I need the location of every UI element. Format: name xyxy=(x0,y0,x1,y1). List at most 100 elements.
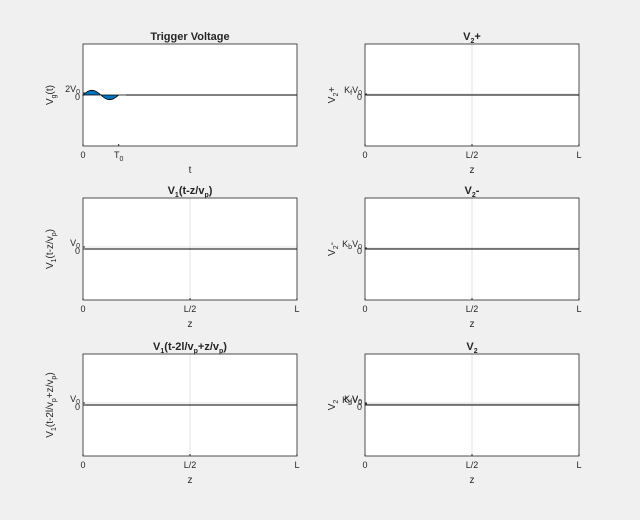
x-tick-label: L xyxy=(294,304,299,314)
subplot-title: Trigger Voltage xyxy=(150,31,229,43)
title-part: V xyxy=(463,31,471,43)
x-axis-label-text: z xyxy=(470,475,475,486)
y-tick-label: 2V0 xyxy=(65,84,80,96)
x-axis-label: z xyxy=(470,319,475,330)
y-tick-text: K xyxy=(342,239,348,249)
y-tick-sub: 0 xyxy=(76,89,80,96)
x-tick-label: 0 xyxy=(80,150,85,160)
x-tick-label: L xyxy=(576,150,581,160)
ylabel-part: (t) xyxy=(45,85,56,94)
x-tick-text: L xyxy=(576,150,581,160)
ylabel-part: 2 xyxy=(333,400,340,404)
title-part: V xyxy=(466,341,474,353)
ylabel-part: 2 xyxy=(333,245,340,249)
y-tick-text: 0 xyxy=(357,92,362,102)
y-axis-label: V2+ xyxy=(327,87,340,104)
title-part: 2 xyxy=(472,192,476,199)
title-part: 2 xyxy=(471,38,475,45)
y-tick-label: 0 xyxy=(75,92,80,102)
y-tick-sub: 0 xyxy=(358,399,362,406)
y-tick-sub: 0 xyxy=(358,244,362,251)
trigger-pulse-area xyxy=(81,89,126,101)
ylabel-part: p xyxy=(51,232,58,236)
title-part: Trigger Voltage xyxy=(150,31,229,43)
ylabel-part: V xyxy=(45,98,56,105)
x-axis-label: z xyxy=(470,165,475,176)
y-tick-text: V xyxy=(352,85,358,95)
x-tick-label: L/2 xyxy=(466,150,479,160)
x-tick-text: 0 xyxy=(80,150,85,160)
ylabel-part: ) xyxy=(45,372,56,375)
y-tick-label: KbV0 xyxy=(342,239,362,251)
y-tick-sub: b xyxy=(348,244,352,251)
y-tick-sub: b xyxy=(348,400,352,407)
title-part: p xyxy=(204,192,208,199)
x-tick-text: L/2 xyxy=(466,304,479,314)
ylabel-part: (t-2l/v xyxy=(45,402,56,427)
title-part: V xyxy=(153,341,161,353)
x-tick-label: L/2 xyxy=(466,460,479,470)
title-part: 2 xyxy=(474,348,478,355)
ylabel-part: (t-z/v xyxy=(45,236,56,258)
x-tick-text: L xyxy=(294,460,299,470)
title-part: p xyxy=(219,348,223,355)
y-tick-sub: f xyxy=(350,399,352,406)
x-axis-label: z xyxy=(188,319,193,330)
y-tick-text: 0 xyxy=(75,402,80,412)
x-tick-text: L/2 xyxy=(466,460,479,470)
x-tick-text: 0 xyxy=(80,304,85,314)
y-tick-label: 0 xyxy=(75,246,80,256)
x-tick-text: 0 xyxy=(362,150,367,160)
y-tick-text: V xyxy=(352,395,358,405)
y-tick-text: V xyxy=(352,394,358,404)
title-part: 1 xyxy=(175,192,179,199)
x-tick-text: L xyxy=(576,304,581,314)
ylabel-part: 1 xyxy=(51,427,58,431)
x-tick-label: 0 xyxy=(362,304,367,314)
y-tick-text: 2V xyxy=(65,84,76,94)
x-tick-text: T xyxy=(114,150,120,160)
y-tick-label: 0 xyxy=(75,402,80,412)
ylabel-part: p xyxy=(51,398,58,402)
subplot-5: 0 L/2 LV00V1(t-2l/vp+z/vp)zV1(t-2l/vp+z/vp… xyxy=(45,341,300,486)
x-tick-label: T0 xyxy=(114,150,124,163)
x-axis-label-text: z xyxy=(188,475,193,486)
y-tick-label: 0 xyxy=(357,92,362,102)
x-axis-label-text: t xyxy=(189,165,192,176)
x-tick-label: L xyxy=(576,460,581,470)
x-tick-text: L/2 xyxy=(466,150,479,160)
subplot-title: V1(t-z/vp) xyxy=(168,185,213,199)
ylabel-part: V xyxy=(327,96,338,103)
ylabel-part: p xyxy=(51,376,58,380)
y-tick-label: KfV0 xyxy=(344,394,362,406)
ylabel-part: - xyxy=(327,242,338,245)
y-axis-label: V1(t-z/vp) xyxy=(45,229,58,269)
x-axis-label: z xyxy=(470,475,475,486)
x-tick-text: L/2 xyxy=(184,304,197,314)
x-tick-text: 0 xyxy=(362,304,367,314)
x-axis-label: t xyxy=(189,165,192,176)
subplot-title: V2+ xyxy=(463,31,481,45)
y-tick-text: V xyxy=(70,238,76,248)
x-tick-text: L xyxy=(294,304,299,314)
ylabel-part: V xyxy=(45,431,56,438)
x-tick-text: 0 xyxy=(80,460,85,470)
title-part: (t-z/v xyxy=(179,185,206,197)
y-tick-sub: 0 xyxy=(76,243,80,250)
y-tick-sub: 0 xyxy=(358,90,362,97)
y-tick-text: K xyxy=(344,85,350,95)
ylabel-part: V xyxy=(45,262,56,269)
title-part: V xyxy=(465,185,473,197)
ylabel-part: +z/v xyxy=(45,380,56,399)
x-tick-text: L xyxy=(576,460,581,470)
title-part: +z/v xyxy=(198,341,220,353)
y-axis-label: V2- xyxy=(327,242,340,256)
title-part: - xyxy=(476,185,480,197)
title-part: ) xyxy=(223,341,227,353)
y-tick-label: 0 xyxy=(357,246,362,256)
